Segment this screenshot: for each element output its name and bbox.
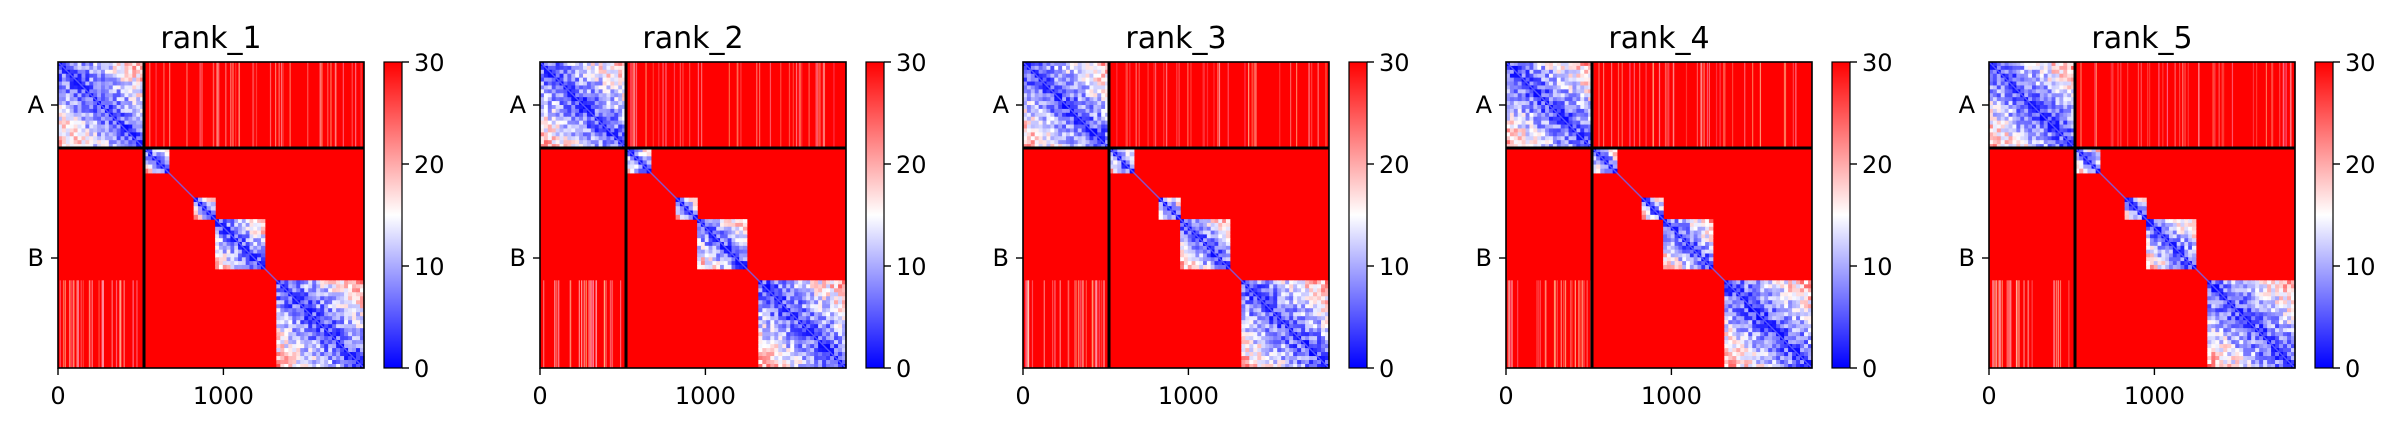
x-tick-label: 1000 [1158,382,1219,410]
heatmap-panel-4: rank_4 A B 0 1000 0 10 20 30 [1476,21,1893,410]
y-tick-label: A [28,91,45,119]
heatmap-frame [1988,61,2296,369]
main-diagonal [1988,61,2296,369]
panel-title: rank_4 [1608,21,1709,56]
colorbar-tick-label: 10 [414,253,445,281]
heatmap-frame [57,61,365,369]
y-tick-label: B [28,244,44,272]
colorbar-tick-label: 20 [1862,151,1893,179]
colorbar-tick-label: 30 [1862,49,1893,77]
heatmap-panel-5: rank_5 A B 0 1000 0 10 20 30 [1959,21,2376,410]
heatmap-panel-1: rank_1 A B 0 1000 0 10 20 30 [28,21,445,410]
colorbar-tick-label: 30 [1379,49,1410,77]
y-tick-label: B [1959,244,1975,272]
diagonal-block [1022,61,1110,149]
y-tick-label: B [510,244,526,272]
colorbar-tick-label: 30 [2345,49,2376,77]
colorbar: 0 10 20 30 [865,49,927,383]
colorbar-tick-label: 0 [896,355,911,383]
panel-title: rank_2 [642,21,743,56]
y-tick-label: A [510,91,527,119]
diagonal-block [1723,279,1813,369]
heatmap-frame [539,61,847,369]
colorbar: 0 10 20 30 [1831,49,1893,383]
heatmap-panel-2: rank_2 A B 0 1000 0 10 20 30 [510,21,927,410]
main-diagonal [1505,61,1813,369]
y-tick-label: A [993,91,1010,119]
colorbar-gradient [865,61,885,369]
colorbar-tick-label: 20 [896,151,927,179]
colorbar-tick-label: 0 [2345,355,2360,383]
x-tick-label: 1000 [675,382,736,410]
panel-title: rank_5 [2091,21,2192,56]
main-diagonal [57,61,365,369]
colorbar-tick-label: 0 [1379,355,1394,383]
colorbar-tick-label: 0 [414,355,429,383]
colorbar-tick-label: 20 [2345,151,2376,179]
x-tick-label: 0 [1015,382,1030,410]
diagonal-block [1240,279,1330,369]
x-tick-label: 0 [1498,382,1513,410]
panel-title: rank_3 [1125,21,1226,56]
colorbar-tick-label: 20 [1379,151,1410,179]
colorbar-tick-label: 10 [1379,253,1410,281]
colorbar: 0 10 20 30 [383,49,445,383]
heatmap-texture [1992,62,2297,368]
y-tick-label: B [1476,244,1492,272]
colorbar-gradient [1348,61,1368,369]
panel-title: rank_1 [160,21,261,56]
x-tick-label: 0 [50,382,65,410]
colorbar: 0 10 20 30 [1348,49,1410,383]
colorbar-tick-label: 20 [414,151,445,179]
heatmap-texture [59,62,362,368]
x-tick-label: 0 [1981,382,1996,410]
diagonal-block [57,61,145,149]
colorbar-tick-label: 10 [1862,253,1893,281]
y-tick-label: B [993,244,1009,272]
x-tick-label: 1000 [193,382,254,410]
heatmap-frame [1505,61,1813,369]
colorbar-gradient [2314,61,2334,369]
colorbar-tick-label: 10 [2345,253,2376,281]
colorbar: 0 10 20 30 [2314,49,2376,383]
x-tick-label: 0 [532,382,547,410]
y-tick-label: A [1959,91,1976,119]
heatmap-texture [1025,62,1327,368]
colorbar-gradient [1831,61,1851,369]
main-diagonal [1022,61,1330,369]
heatmap-panel-3: rank_3 A B 0 1000 0 10 20 30 [993,21,1410,410]
y-tick-label: A [1476,91,1493,119]
colorbar-gradient [383,61,403,369]
colorbar-tick-label: 10 [896,253,927,281]
diagonal-block [625,147,652,174]
diagonal-block [2124,197,2147,220]
colorbar-tick-label: 30 [414,49,445,77]
heatmap-frame [1022,61,1330,369]
diagonal-block [696,218,748,270]
main-diagonal [539,61,847,369]
heatmap-texture [543,62,835,368]
x-tick-label: 1000 [1641,382,1702,410]
heatmap-texture [1507,62,1797,368]
colorbar-tick-label: 30 [896,49,927,77]
x-tick-label: 1000 [2124,382,2185,410]
colorbar-tick-label: 0 [1862,355,1877,383]
